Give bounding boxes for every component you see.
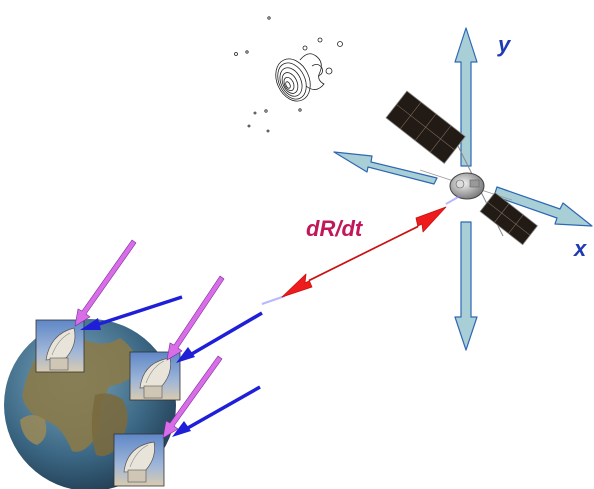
signal-arrow-blue-3 xyxy=(172,385,261,437)
radio-dish-icon xyxy=(139,357,171,399)
reference-source-arrows xyxy=(74,239,225,439)
range-rate-label: dR/dt xyxy=(306,216,364,241)
radio-dish-icon xyxy=(123,441,155,483)
ground-station-3 xyxy=(113,433,165,487)
axis-down-arrow xyxy=(454,221,478,351)
satellite-icon xyxy=(385,90,539,246)
signal-arrow-violet-3 xyxy=(162,355,223,439)
ground-station-1 xyxy=(35,319,85,373)
axis-y-arrow xyxy=(454,27,478,167)
satellite-bus xyxy=(449,172,485,200)
radio-dish-icon xyxy=(45,327,76,371)
signal-arrow-blue-1 xyxy=(80,295,183,330)
radio-source-contour-icon xyxy=(234,16,343,133)
spacecraft-signal-arrows xyxy=(80,295,263,437)
axis-y-label: y xyxy=(497,32,512,57)
range-rate-arrow xyxy=(261,195,461,305)
signal-arrow-violet-2 xyxy=(166,275,225,361)
axis-x-arrow xyxy=(493,186,593,227)
axis-left-arrow xyxy=(333,151,438,185)
axis-x-label: x xyxy=(573,236,587,261)
ground-station-2 xyxy=(129,351,181,401)
satellite-axes xyxy=(333,27,593,351)
signal-arrow-blue-2 xyxy=(176,311,263,363)
signal-arrow-violet-1 xyxy=(74,239,137,327)
